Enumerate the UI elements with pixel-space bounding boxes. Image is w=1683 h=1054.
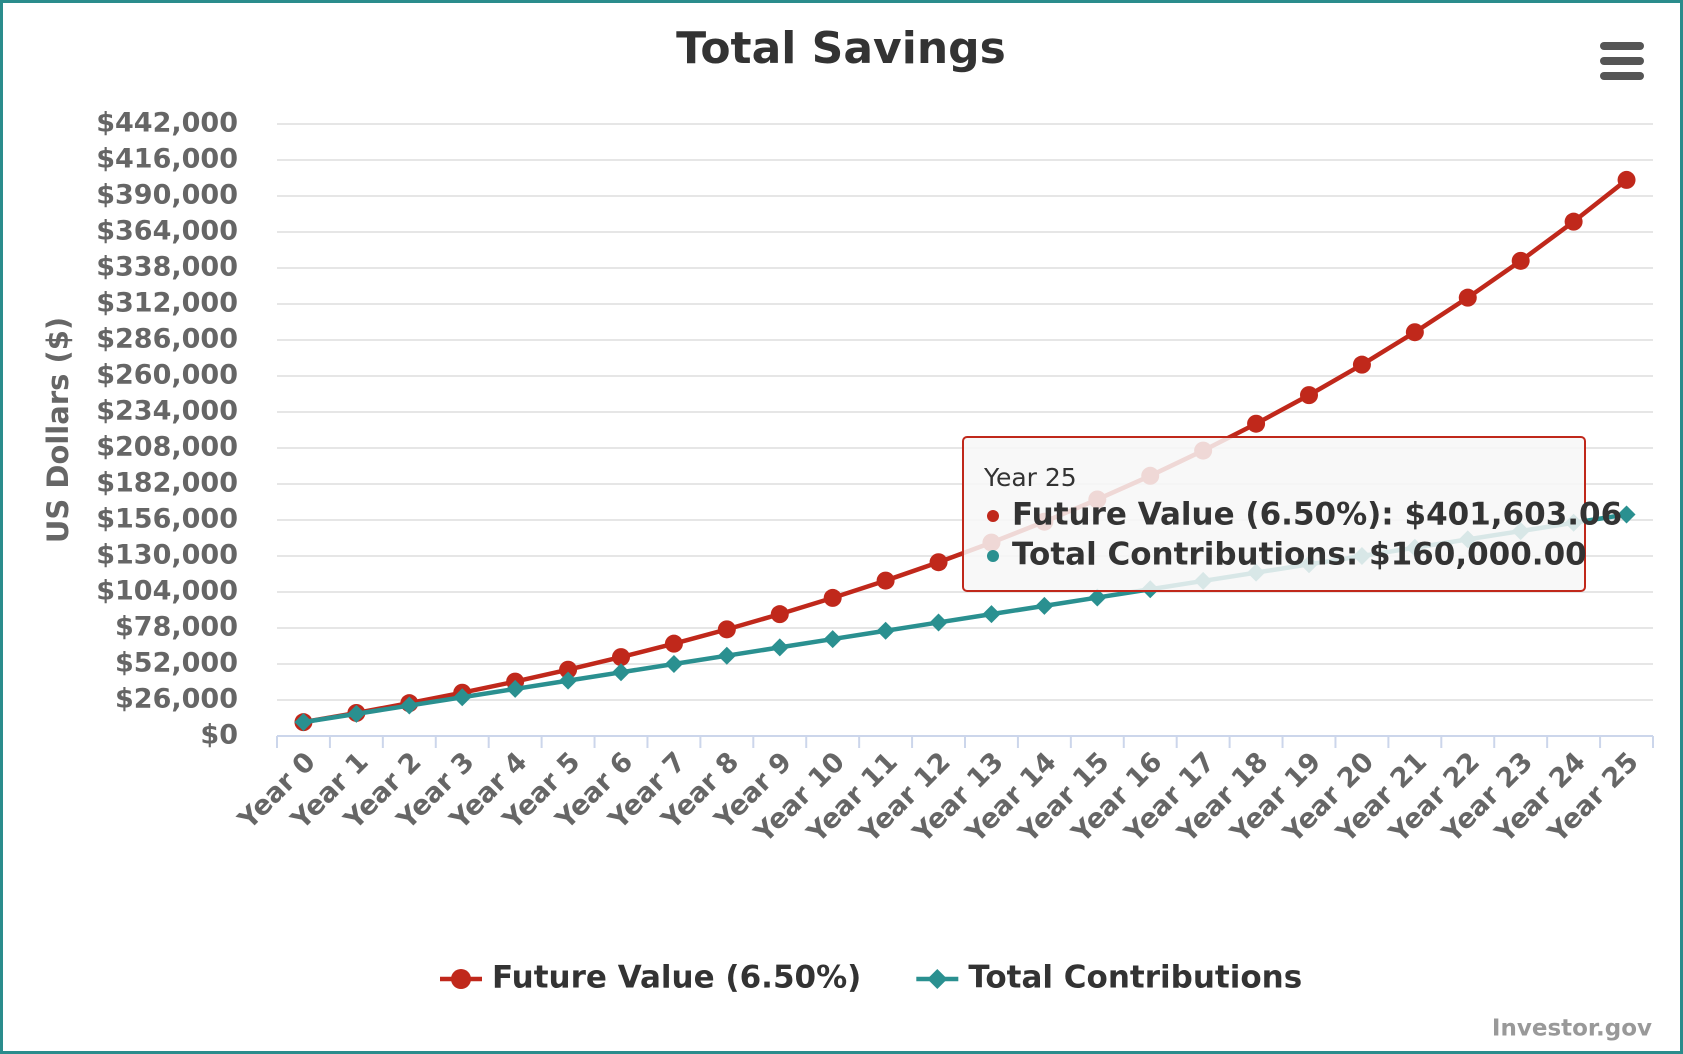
y-tick-label: $182,000	[96, 468, 238, 499]
point	[1035, 596, 1054, 615]
point	[823, 630, 842, 649]
point	[294, 713, 313, 732]
point	[506, 679, 525, 698]
tooltip-box	[962, 436, 1586, 592]
point	[664, 634, 683, 653]
y-tick-label: $78,000	[115, 612, 238, 643]
point	[347, 704, 366, 723]
legend-label: Future Value (6.50%)	[492, 960, 861, 996]
point	[612, 648, 630, 667]
y-tick-label: $416,000	[96, 144, 238, 175]
menu-button[interactable]	[1600, 42, 1644, 80]
point	[1458, 288, 1477, 307]
y-tick-label: $52,000	[115, 648, 238, 679]
point	[876, 621, 895, 640]
point	[1247, 414, 1266, 433]
point	[1088, 588, 1107, 607]
point	[664, 655, 683, 673]
y-tick-label: $286,000	[96, 324, 238, 355]
y-tick-label: $390,000	[96, 180, 238, 211]
point	[559, 671, 578, 690]
point	[1300, 386, 1318, 405]
y-axis-title: US Dollars ($)	[41, 317, 75, 543]
y-tick-label: $130,000	[96, 540, 238, 571]
y-tick-label: $442,000	[96, 108, 238, 139]
tooltip-item: Total Contributions: $160,000.00	[1012, 537, 1587, 573]
y-tick-label: $260,000	[96, 360, 238, 391]
point	[1564, 212, 1583, 231]
y-tick-label: $0	[200, 720, 238, 751]
y-tick-label: $312,000	[96, 288, 238, 319]
y-tick-label: $364,000	[96, 216, 238, 247]
tooltip: Year 25 Future Value (6.50%): $401,603.06…	[962, 436, 1622, 592]
tooltip-item: Future Value (6.50%): $401,603.06	[1012, 497, 1622, 533]
chart-title: Total Savings	[676, 23, 1006, 74]
y-tick-label: $234,000	[96, 396, 238, 427]
point	[1617, 170, 1636, 189]
point	[770, 605, 789, 624]
point	[1511, 251, 1530, 270]
point	[1617, 505, 1636, 524]
y-tick-label: $156,000	[96, 504, 238, 535]
legend-marker	[451, 969, 471, 989]
tooltip-dot	[987, 550, 999, 562]
legend-label: Total Contributions	[968, 960, 1302, 996]
point	[876, 571, 895, 590]
y-tick-label: $208,000	[96, 432, 238, 463]
point	[982, 605, 1001, 624]
credits: Investor.gov	[1492, 1016, 1652, 1042]
point	[612, 663, 630, 682]
point	[717, 646, 736, 665]
point	[717, 620, 736, 639]
point	[770, 638, 789, 657]
point	[929, 613, 948, 632]
legend-marker	[927, 969, 948, 989]
point	[1405, 323, 1424, 342]
point	[400, 696, 419, 715]
menu-bar[interactable]	[1600, 72, 1644, 80]
y-tick-label: $104,000	[96, 576, 238, 607]
menu-bar[interactable]	[1600, 42, 1644, 50]
point	[929, 553, 948, 572]
point	[453, 688, 472, 707]
point	[823, 588, 842, 607]
point	[1352, 355, 1371, 374]
tooltip-title: Year 25	[983, 463, 1077, 492]
y-tick-label: $338,000	[96, 252, 238, 283]
menu-bar[interactable]	[1600, 57, 1644, 65]
tooltip-dot	[987, 510, 999, 522]
point	[559, 660, 578, 679]
y-tick-label: $26,000	[115, 684, 238, 715]
